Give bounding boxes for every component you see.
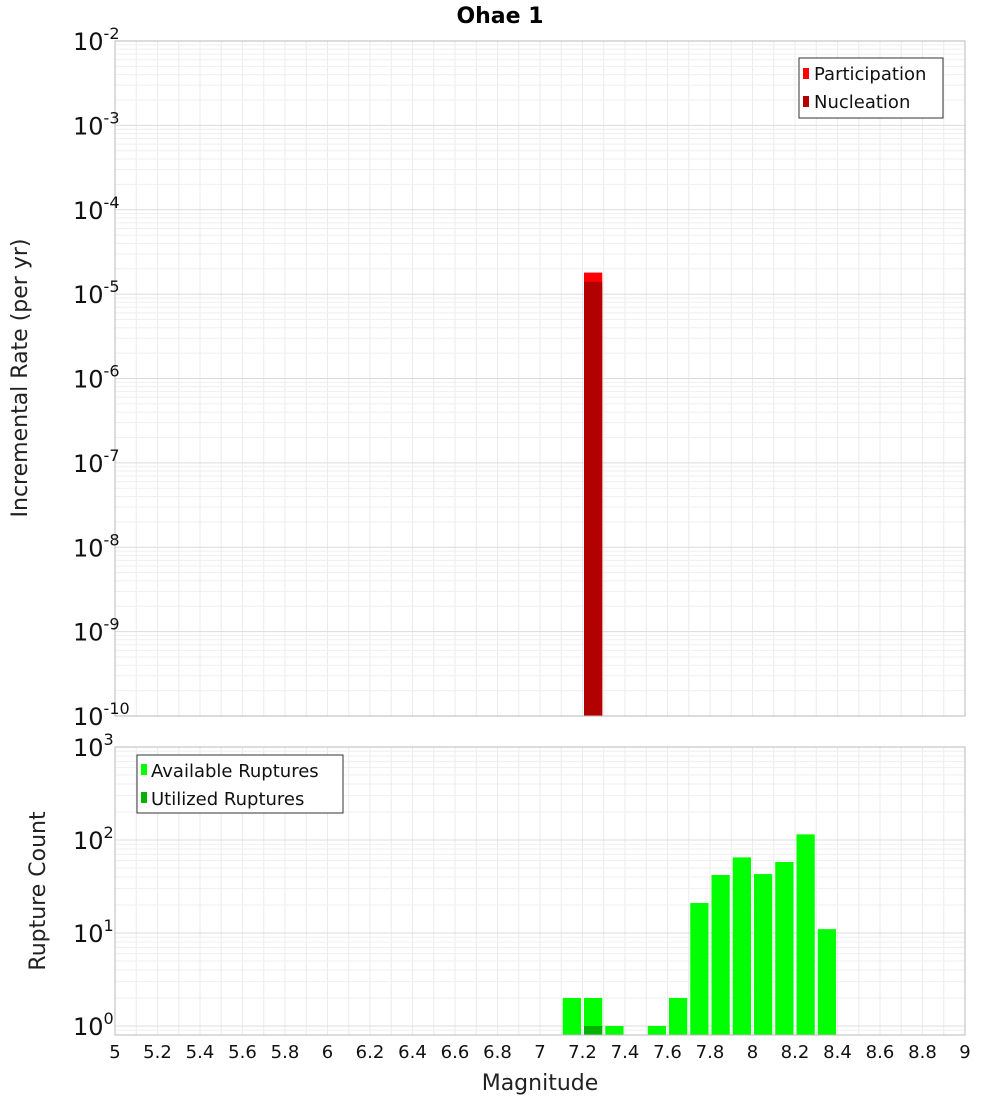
y-tick-label: 10-7 bbox=[73, 446, 120, 478]
x-tick-label: 6.2 bbox=[356, 1042, 385, 1063]
legend-label-nucleation: Nucleation bbox=[814, 92, 910, 113]
legend-label-available-ruptures: Available Ruptures bbox=[151, 761, 319, 782]
x-tick-label: 5.8 bbox=[271, 1042, 300, 1063]
bar-available-ruptures bbox=[584, 997, 603, 1035]
x-tick-label: 8 bbox=[747, 1042, 758, 1063]
rate-panel: 10-10 10-9 10-8 10-7 10-6 10-5 10-4 10-3 10-2 In… bbox=[8, 24, 966, 731]
bar-available-ruptures bbox=[817, 929, 836, 1035]
y-tick-label: 10-4 bbox=[73, 193, 120, 225]
x-tick-label: 8.4 bbox=[823, 1042, 852, 1063]
rate-y-ticks: 10-10 10-9 10-8 10-7 10-6 10-5 10-4 10-3 10-2 bbox=[73, 24, 130, 731]
rate-bars bbox=[584, 272, 603, 716]
count-legend-box bbox=[136, 754, 344, 814]
bar-utilized-ruptures bbox=[584, 1025, 603, 1035]
x-tick-label: 8.8 bbox=[908, 1042, 937, 1063]
legend-swatch-available-ruptures bbox=[141, 764, 147, 775]
x-tick-label: 7.2 bbox=[568, 1042, 597, 1063]
y-tick-label: 102 bbox=[73, 823, 114, 855]
x-tick-label: 5.2 bbox=[143, 1042, 172, 1063]
bar-available-ruptures bbox=[796, 834, 815, 1035]
chart-title: Ohae 1 bbox=[456, 4, 543, 29]
y-tick-label: 101 bbox=[73, 916, 114, 948]
x-tick-label: 6 bbox=[322, 1042, 333, 1063]
count-plot-border bbox=[114, 746, 966, 1036]
x-tick-label: 9 bbox=[959, 1042, 970, 1063]
x-tick-label: 6.6 bbox=[441, 1042, 470, 1063]
bar-available-ruptures bbox=[605, 1025, 624, 1035]
legend-swatch-utilized-ruptures bbox=[141, 792, 147, 803]
x-tick-label: 5 bbox=[109, 1042, 120, 1063]
rate-plot-border bbox=[114, 40, 966, 717]
x-tick-label: 5.6 bbox=[228, 1042, 257, 1063]
x-tick-label: 6.8 bbox=[483, 1042, 512, 1063]
bar-available-ruptures bbox=[775, 861, 794, 1035]
rate-grid bbox=[114, 41, 966, 717]
bar-available-ruptures bbox=[562, 997, 581, 1035]
x-tick-label: 7 bbox=[534, 1042, 545, 1063]
count-y-axis-label: Rupture Count bbox=[26, 811, 51, 971]
x-tick-label: 7.6 bbox=[653, 1042, 682, 1063]
rate-legend-box bbox=[798, 57, 944, 119]
x-tick-label: 7.8 bbox=[696, 1042, 725, 1063]
y-tick-label: 10-8 bbox=[73, 530, 120, 562]
rate-y-axis-label: Incremental Rate (per yr) bbox=[8, 239, 33, 518]
bar-available-ruptures bbox=[669, 997, 688, 1035]
x-tick-label: 5.4 bbox=[186, 1042, 215, 1063]
y-tick-label: 103 bbox=[73, 730, 114, 762]
x-tick-label: 7.4 bbox=[611, 1042, 640, 1063]
legend-label-utilized-ruptures: Utilized Ruptures bbox=[151, 789, 304, 810]
y-tick-label: 100 bbox=[73, 1009, 114, 1041]
y-tick-label: 10-10 bbox=[73, 699, 130, 731]
rate-legend: Participation Nucleation bbox=[798, 57, 944, 119]
bar-available-ruptures bbox=[732, 857, 751, 1035]
count-y-ticks: 100 101 102 103 bbox=[73, 730, 114, 1041]
legend-label-participation: Participation bbox=[814, 64, 926, 85]
bar-available-ruptures bbox=[690, 903, 709, 1035]
count-legend: Available Ruptures Utilized Ruptures bbox=[136, 754, 344, 814]
count-panel: 100 101 102 103 5 5.2 5.4 5.6 5.8 6 6.2 6.4 6.6 6.8 7… bbox=[26, 730, 971, 1096]
x-tick-label: 8.2 bbox=[781, 1042, 810, 1063]
y-tick-label: 10-2 bbox=[73, 24, 120, 56]
bar-available-ruptures bbox=[711, 875, 730, 1035]
bar-nucleation bbox=[584, 281, 603, 716]
y-tick-label: 10-5 bbox=[73, 277, 120, 309]
legend-swatch-nucleation bbox=[803, 96, 809, 107]
y-tick-label: 10-6 bbox=[73, 362, 120, 394]
y-tick-label: 10-3 bbox=[73, 108, 120, 140]
x-axis-label: Magnitude bbox=[482, 1071, 599, 1096]
legend-swatch-participation bbox=[803, 68, 809, 79]
y-tick-label: 10-9 bbox=[73, 615, 120, 647]
bar-available-ruptures bbox=[647, 1025, 666, 1035]
magnitude-x-ticks: 5 5.2 5.4 5.6 5.8 6 6.2 6.4 6.6 6.8 7 7.2 7.4 7.6 7.8 8… bbox=[109, 1042, 970, 1063]
bar-available-ruptures bbox=[754, 874, 773, 1035]
x-tick-label: 8.6 bbox=[866, 1042, 895, 1063]
count-bars bbox=[562, 834, 836, 1035]
x-tick-label: 6.4 bbox=[398, 1042, 427, 1063]
